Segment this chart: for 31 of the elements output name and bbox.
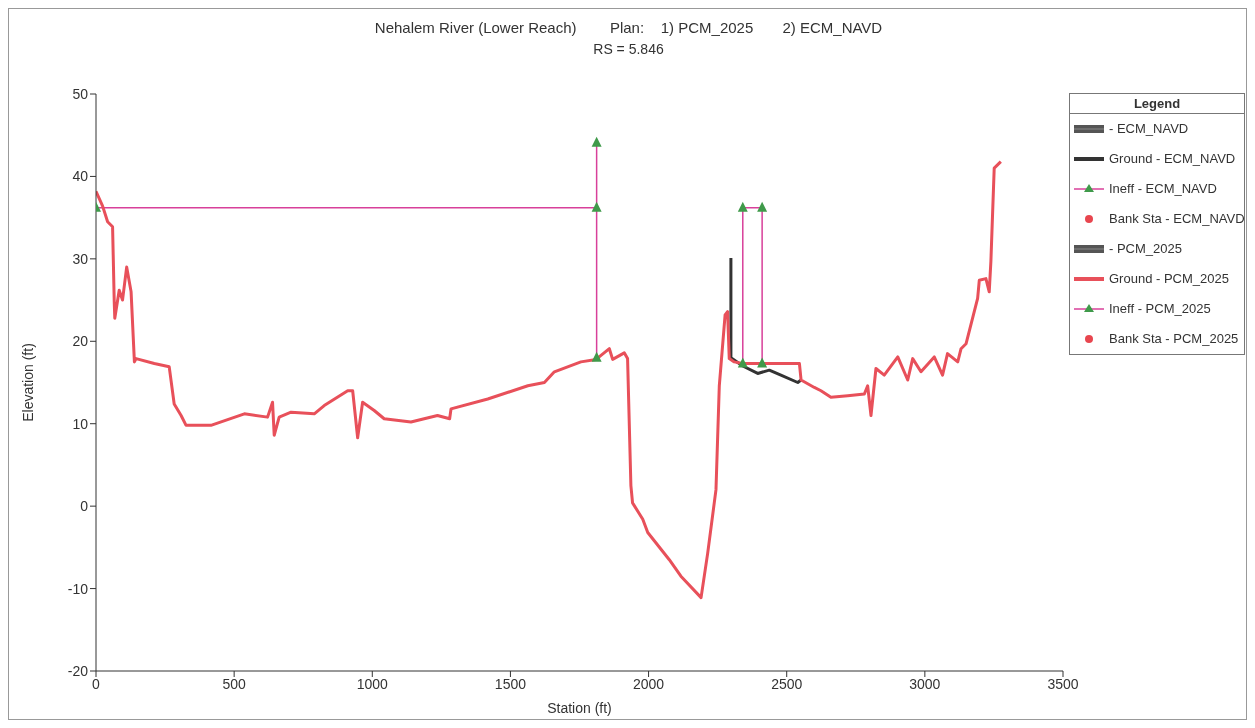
x-tick-label: 3000 (909, 675, 941, 692)
y-tick-label: -20 (67, 662, 89, 679)
chart-subtitle: RS = 5.846 (592, 41, 665, 57)
legend-label: Ineff - ECM_NAVD (1109, 181, 1217, 197)
y-tick-label: 30 (72, 250, 89, 267)
x-axis-title: Station (ft) (547, 699, 612, 716)
legend-title: Legend (1070, 94, 1244, 114)
x-tick-label: 1500 (494, 675, 527, 692)
x-tick-label: 3500 (1047, 675, 1079, 692)
y-tick-label: 20 (72, 333, 89, 350)
y-tick-label: -10 (67, 580, 89, 597)
legend-label: Ground - PCM_2025 (1109, 271, 1229, 287)
y-axis-title: Elevation (ft) (19, 343, 36, 422)
y-tick-label: 40 (72, 168, 89, 185)
legend-label: Ineff - PCM_2025 (1109, 301, 1211, 317)
x-tick-label: 2000 (632, 675, 665, 692)
legend-label: - ECM_NAVD (1109, 121, 1189, 137)
x-tick-label: 500 (222, 675, 247, 692)
line-series (96, 160, 1003, 600)
chart-title: Nehalem River (Lower Reach) Plan: 1) PCM_2025 2) ECM_NAVD (373, 19, 884, 36)
x-tick-label: 0 (92, 675, 101, 692)
x-tick-label: 2500 (771, 675, 803, 692)
legend-label: - PCM_2025 (1109, 241, 1182, 257)
legend-label: Ground - ECM_NAVD (1109, 151, 1236, 167)
y-tick-label: 10 (72, 415, 89, 432)
y-tick-label: 50 (72, 85, 89, 102)
y-tick-label: 0 (80, 498, 89, 515)
legend-label: Bank Sta - PCM_2025 (1109, 331, 1239, 347)
line-series (729, 256, 803, 384)
legend-label: Bank Sta - ECM_NAVD (1109, 211, 1245, 227)
x-tick-label: 1000 (356, 675, 389, 692)
